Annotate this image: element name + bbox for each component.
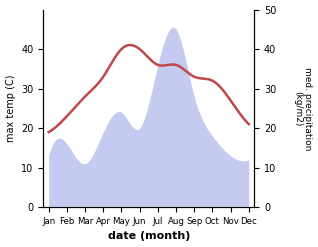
Y-axis label: max temp (C): max temp (C) xyxy=(5,75,16,142)
Y-axis label: med. precipitation
(kg/m2): med. precipitation (kg/m2) xyxy=(293,67,313,150)
X-axis label: date (month): date (month) xyxy=(107,231,190,242)
